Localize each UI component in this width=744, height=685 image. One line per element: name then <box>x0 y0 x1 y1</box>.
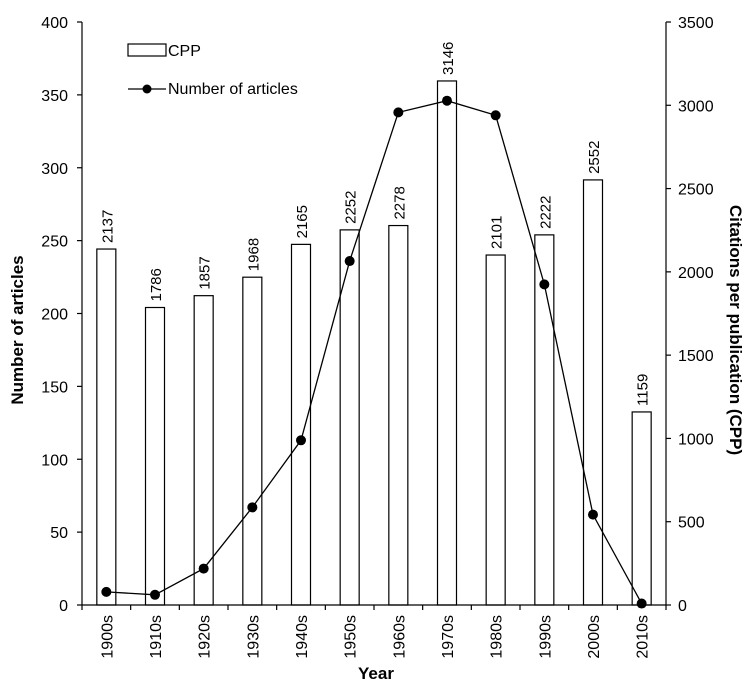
cpp-bar-label: 1786 <box>148 268 165 301</box>
legend-articles-label: Number of articles <box>168 81 298 98</box>
y-right-tick-label: 0 <box>678 598 687 615</box>
x-category-label: 1930s <box>245 615 262 659</box>
x-category-label: 1910s <box>148 615 165 659</box>
articles-point <box>636 598 647 609</box>
y-left-axis-title: Number of articles <box>8 255 27 404</box>
x-category-label: 1970s <box>440 615 457 659</box>
cpp-bar <box>290 243 312 606</box>
category-labels: 1900s 1910s 1920s 1930s 1940s 1950s 1960s 1970s… <box>99 615 651 659</box>
cpp-bar <box>436 80 458 606</box>
y-left-tick-label: 250 <box>41 234 68 251</box>
cpp-bar <box>96 248 117 606</box>
x-category-label: 2000s <box>586 615 603 659</box>
cpp-bar-label: 2222 <box>537 196 554 229</box>
cpp-bar-label: 2552 <box>586 141 603 174</box>
legend: CPP Number of articles <box>127 43 298 98</box>
y-right-tick-label: 1500 <box>678 348 714 365</box>
articles-point <box>198 563 209 574</box>
y-left-tick-label: 300 <box>41 161 68 178</box>
cpp-bar-label: 2165 <box>294 205 311 238</box>
y-left-tick-label: 350 <box>41 88 68 105</box>
y-right-tick-label: 2500 <box>678 182 714 199</box>
cpp-bar <box>485 254 506 606</box>
y-right-tick-label: 3500 <box>678 15 714 32</box>
legend-cpp-label: CPP <box>168 43 201 60</box>
articles-line-layer <box>101 95 647 609</box>
y-right-tick-label: 2000 <box>678 265 714 282</box>
x-category-label: 1920s <box>197 615 214 659</box>
cpp-data-labels: 2137 1786 1857 1968 2165 2252 2278 3146 2101 2222… <box>99 42 651 406</box>
articles-line <box>106 100 643 604</box>
articles-point <box>296 435 306 446</box>
articles-point <box>490 110 501 121</box>
x-category-label: 1990s <box>537 615 554 659</box>
articles-point <box>588 509 598 520</box>
cpp-bar <box>534 234 555 606</box>
y-left-tick-label: 400 <box>41 15 68 32</box>
x-category-label: 1980s <box>489 615 506 659</box>
articles-point <box>344 256 355 267</box>
articles-point <box>442 95 452 106</box>
y-right-tick-label: 3000 <box>678 98 714 115</box>
cpp-bar <box>144 306 166 606</box>
x-category-label: 1960s <box>391 615 408 659</box>
cpp-bar-label: 1159 <box>635 374 652 406</box>
articles-point <box>393 107 404 118</box>
articles-point <box>150 589 160 600</box>
legend-cpp-swatch <box>127 43 167 57</box>
cpp-bar <box>582 179 604 606</box>
y-right-tick-label: 500 <box>678 515 705 532</box>
cpp-bar-label: 3146 <box>440 42 457 75</box>
cpp-bar-label: 2278 <box>391 186 408 219</box>
articles-point <box>247 502 258 513</box>
articles-point <box>539 279 550 290</box>
articles-point <box>101 586 112 597</box>
y-left-tick-label: 200 <box>41 307 68 324</box>
x-category-label: 1950s <box>343 615 360 659</box>
cpp-bar-label: 1857 <box>197 256 214 289</box>
cpp-bar <box>631 411 652 606</box>
x-category-label: 1900s <box>99 615 116 659</box>
cpp-bar-label: 2101 <box>489 216 506 249</box>
cpp-bar <box>193 295 214 606</box>
cpp-bar-label: 2252 <box>343 191 360 224</box>
legend-articles-marker <box>142 84 152 94</box>
x-category-label: 2010s <box>635 615 652 659</box>
cpp-bars <box>96 80 652 606</box>
y-left-tick-label: 0 <box>59 598 68 615</box>
x-axis-title: Year <box>358 664 394 683</box>
cpp-bar-label: 2137 <box>99 210 116 243</box>
cpp-bar <box>388 224 409 606</box>
y-right-axis-title: Citations per publication (CPP) <box>726 205 744 455</box>
y-left-tick-label: 150 <box>41 379 68 396</box>
axes: 0 50 100 150 200 250 300 350 400 0 500 1000 1500 2000… <box>41 15 713 615</box>
y-left-tick-label: 100 <box>41 452 68 469</box>
y-right-tick-label: 1000 <box>678 431 714 448</box>
cpp-bar <box>242 276 263 606</box>
x-category-label: 1940s <box>294 615 311 659</box>
y-left-tick-label: 50 <box>50 525 68 542</box>
cpp-bar-label: 1968 <box>245 238 262 271</box>
